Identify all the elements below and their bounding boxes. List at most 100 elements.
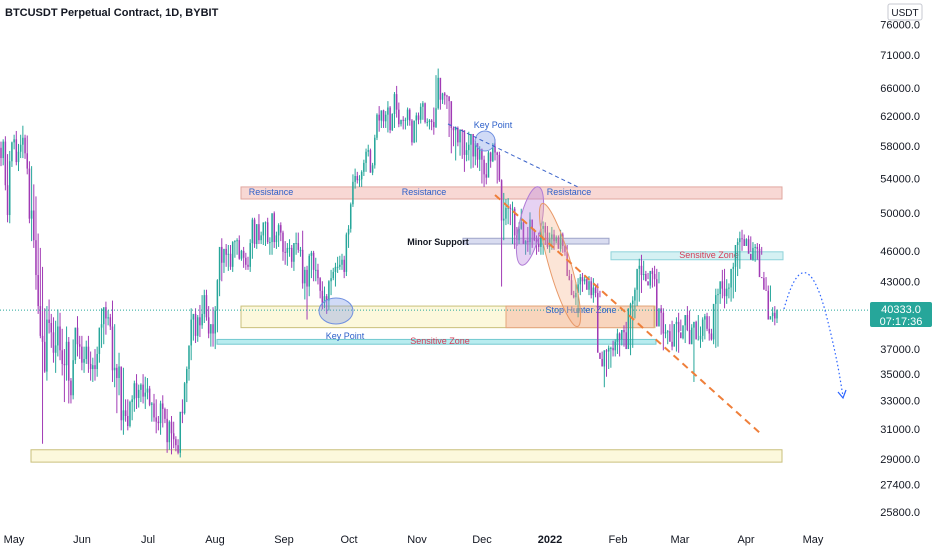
candle-body (771, 312, 774, 317)
candle-body (754, 246, 756, 248)
candle-body (688, 329, 691, 345)
sensitive-zone-lower (216, 338, 657, 345)
candle-body (419, 106, 422, 120)
candle-body (647, 281, 649, 286)
x-tick-label: Aug (205, 534, 225, 546)
currency-label: USDT (891, 8, 918, 19)
candle-body (513, 208, 516, 236)
candle-body (732, 266, 735, 269)
candle-body (61, 350, 63, 364)
candle-body (398, 109, 400, 125)
candle-body (463, 130, 466, 155)
y-tick-label: 71000.0 (880, 50, 920, 62)
candle-body (131, 399, 133, 403)
candle-body (78, 344, 81, 347)
candle-body (426, 122, 429, 124)
y-tick-label: 54000.0 (880, 173, 920, 185)
candle-body (675, 321, 678, 325)
candle-body (518, 228, 520, 241)
y-tick-label: 62000.0 (880, 111, 920, 123)
candle-body (756, 246, 759, 249)
candle-body (769, 316, 772, 320)
candle-body (328, 281, 330, 301)
candle-body (555, 237, 557, 242)
candle-body (161, 403, 164, 409)
candle-body (92, 365, 94, 370)
candle-body (210, 324, 212, 334)
candle-body (566, 251, 568, 277)
candle-body (583, 279, 586, 282)
price-axis[interactable]: 76000.0 71000.0 66000.0 62000.0 58000.0 54000… (880, 19, 920, 518)
candle-body (422, 103, 424, 107)
currency-badge[interactable]: USDT (887, 3, 923, 21)
candle-body (540, 228, 542, 247)
candle-body (690, 327, 693, 345)
candle-body (433, 122, 435, 128)
candle-body (391, 113, 394, 131)
candle-body (452, 127, 455, 131)
candle-body (441, 93, 444, 100)
candle-body (537, 244, 540, 247)
candle-body (712, 303, 715, 340)
time-axis[interactable]: May Jun Jul Aug Sep Oct Nov Dec 2022 Feb Mar Apr May (4, 534, 824, 546)
candle-body (242, 250, 245, 258)
candle-body (155, 417, 157, 422)
candle-body (610, 347, 612, 349)
candle-body (645, 273, 647, 282)
candle-body (533, 229, 536, 241)
key-point-circle-bottom (318, 297, 354, 325)
candle-body (677, 321, 680, 333)
candle-body (417, 115, 420, 120)
candle-body (387, 107, 389, 115)
candle-body (365, 151, 367, 163)
candle-body (701, 319, 704, 336)
candle-body (411, 120, 413, 143)
candle-body (109, 317, 112, 327)
y-tick-label: 50000.0 (880, 208, 920, 220)
candle-body (293, 243, 295, 262)
candle-body (428, 120, 431, 123)
candle-body (30, 210, 33, 219)
candle-body (553, 234, 555, 242)
x-tick-label: May (803, 534, 824, 546)
candle-body (653, 273, 656, 280)
candle-body (65, 341, 68, 366)
candle-body (640, 265, 643, 276)
candle-body (603, 350, 606, 367)
candle-body (686, 315, 689, 330)
candle-body (371, 165, 374, 173)
candle-body (124, 410, 127, 416)
candle-body (658, 308, 660, 327)
candle-body (395, 94, 398, 110)
candle-body (662, 312, 665, 334)
candle-body (511, 208, 514, 210)
candle-body (509, 207, 512, 209)
candle-body (312, 252, 315, 270)
candle-body (435, 108, 437, 128)
candle-body (319, 278, 321, 291)
x-tick-label: Feb (609, 534, 628, 546)
candle-body (590, 281, 592, 296)
candle-body (459, 129, 461, 143)
key-point-label-bottom: Key Point (326, 331, 365, 341)
candle-body (492, 147, 494, 162)
candle-body (98, 327, 101, 354)
candle-body (498, 154, 501, 181)
candle-body (166, 418, 168, 443)
candle-body (297, 243, 300, 250)
candle-body (415, 115, 418, 121)
candle-body (177, 445, 179, 453)
candle-body (743, 239, 745, 246)
candle-body (183, 383, 186, 414)
candle-body (118, 366, 120, 379)
candle-body (140, 384, 142, 390)
candle-body (551, 234, 553, 240)
sensitive-zone-label: Sensitive Zone (410, 336, 470, 346)
candle-body (413, 120, 415, 143)
candle-body (400, 119, 402, 125)
candle-body (48, 319, 50, 324)
candle-body (15, 139, 18, 163)
candle-body (723, 288, 726, 297)
candle-body (472, 133, 474, 157)
